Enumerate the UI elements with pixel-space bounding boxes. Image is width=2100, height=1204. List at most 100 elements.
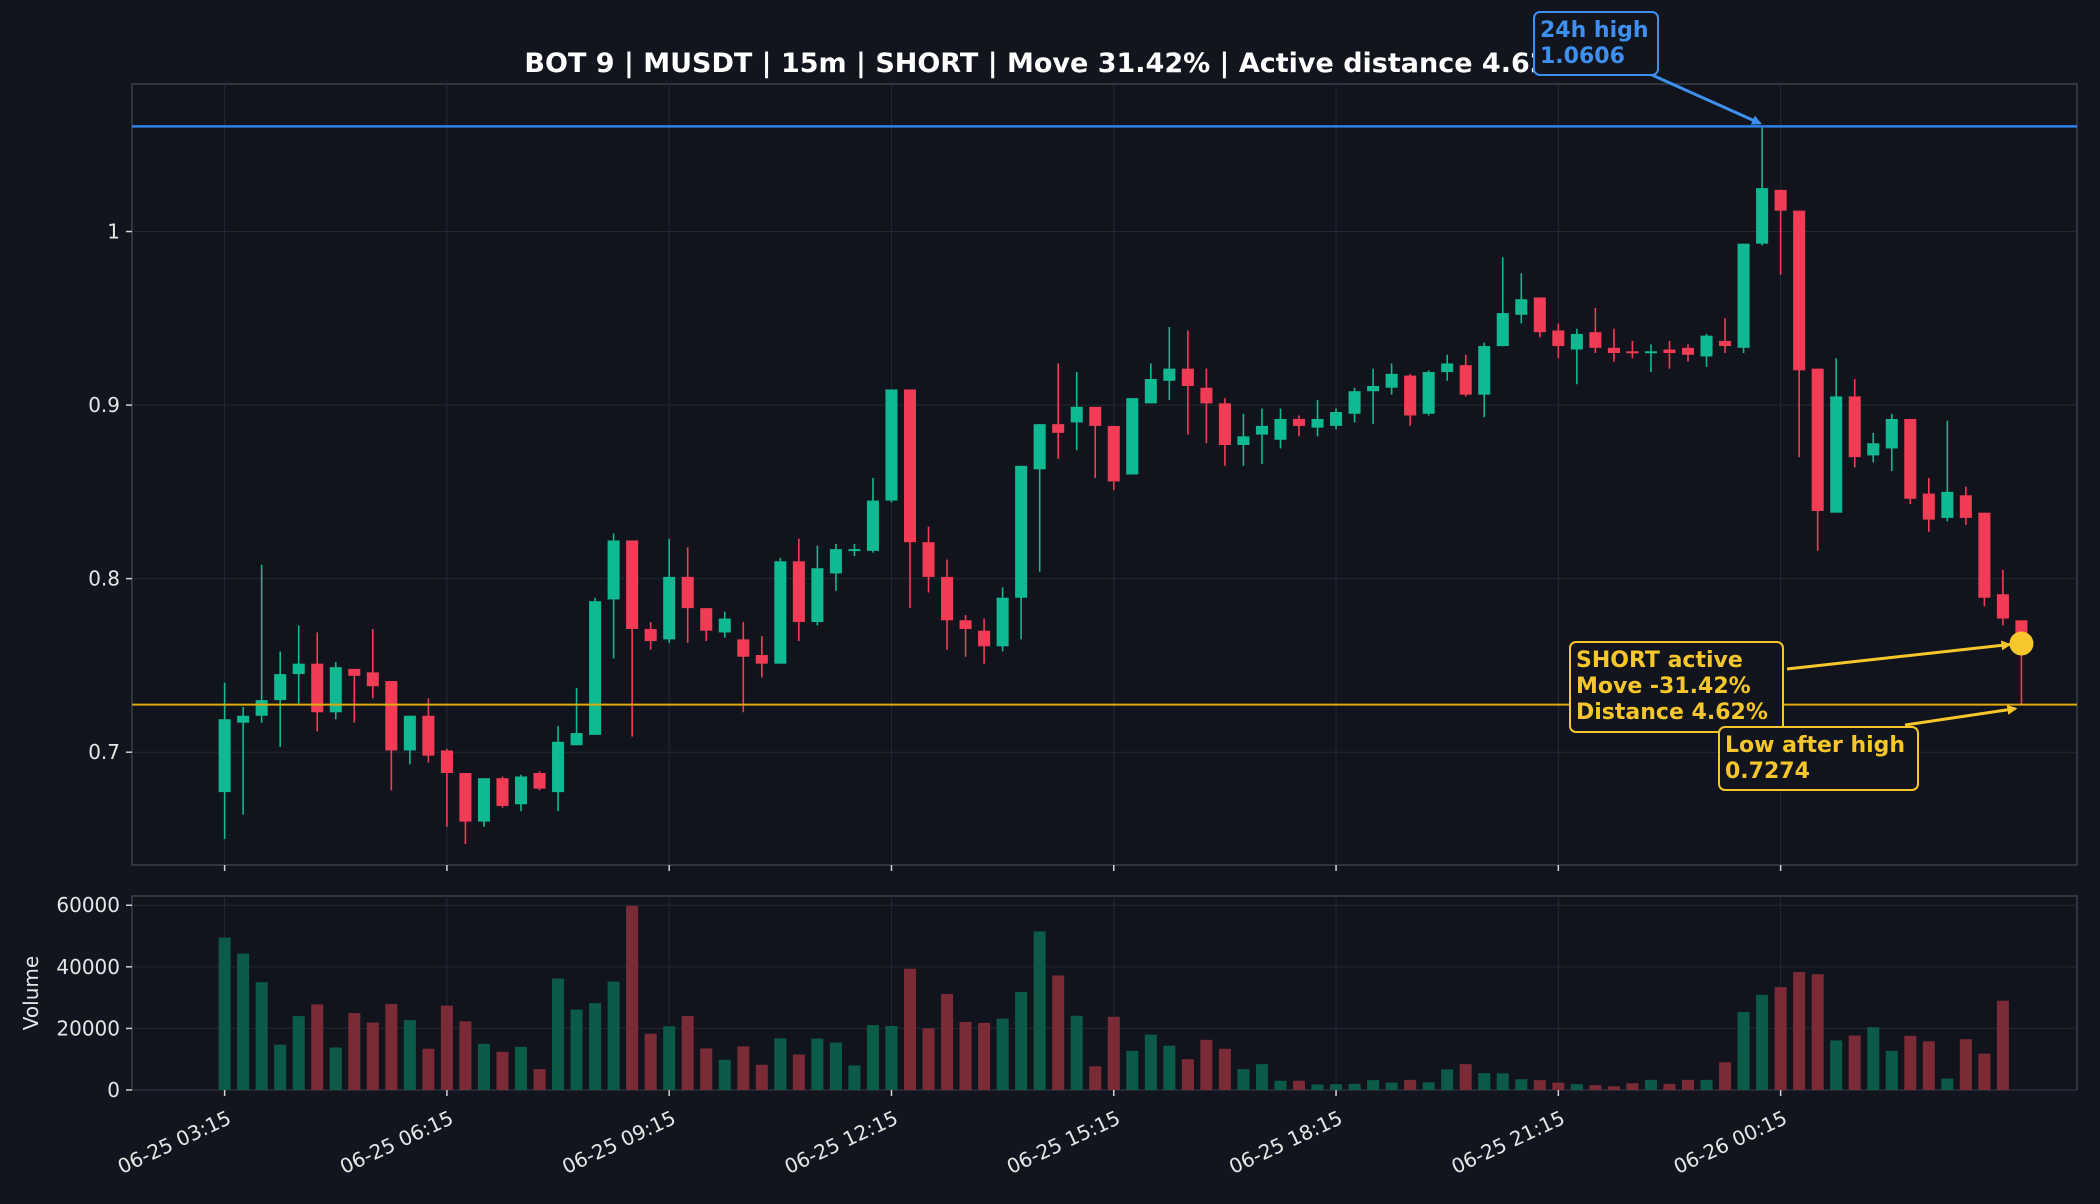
- volume-bar: [1459, 1064, 1472, 1090]
- chart-title: BOT 9 | MUSDT | 15m | SHORT | Move 31.42…: [524, 48, 1575, 79]
- candle-body: [385, 681, 398, 751]
- candle-body: [885, 389, 898, 501]
- high-annotation-arrow: [1651, 73, 1762, 125]
- candle-body: [1811, 368, 1824, 511]
- candle-body: [1663, 349, 1676, 354]
- volume-bar: [811, 1038, 824, 1090]
- volume-bar: [1978, 1053, 1991, 1090]
- volume-bar: [1811, 974, 1824, 1090]
- volume-bar: [885, 1025, 898, 1090]
- volume-bar: [1719, 1062, 1732, 1090]
- volume-bar: [792, 1054, 805, 1090]
- volume-bar: [1867, 1027, 1880, 1090]
- short-annotation-box: [1569, 641, 1784, 733]
- volume-bar: [922, 1028, 935, 1090]
- volume-bar: [996, 1018, 1009, 1090]
- candle-body: [1404, 375, 1417, 416]
- volume-bar: [1237, 1069, 1250, 1090]
- volume-bar: [514, 1046, 528, 1090]
- candle-body: [644, 628, 657, 642]
- price-tick-label: 0.7: [88, 740, 120, 764]
- candle-body: [866, 500, 879, 551]
- candle-body: [237, 715, 250, 723]
- volume-bar: [1089, 1066, 1102, 1090]
- candle-body: [1292, 418, 1306, 426]
- candle-body: [1756, 188, 1769, 244]
- volume-bar: [1737, 1012, 1750, 1090]
- candle-body: [978, 630, 991, 647]
- volume-bar: [1904, 1035, 1917, 1090]
- high-annotation-value: 1.0606: [1540, 44, 1625, 69]
- volume-bar: [1996, 1000, 2009, 1090]
- short-annotation-distance: Distance 4.62%: [1576, 700, 1768, 725]
- candle-body: [1515, 299, 1528, 315]
- volume-bar: [1515, 1079, 1528, 1090]
- candle-body: [1626, 351, 1639, 354]
- volume-bar: [903, 968, 917, 1090]
- candle-body: [496, 778, 509, 806]
- volume-bar: [1663, 1083, 1676, 1090]
- volume-bar: [1348, 1083, 1361, 1090]
- candle-body: [570, 733, 583, 746]
- candle-body: [1589, 332, 1602, 348]
- candle-body: [1737, 243, 1750, 348]
- volume-bar: [959, 1021, 972, 1090]
- candle-body: [959, 620, 972, 629]
- candle-body: [292, 663, 305, 675]
- volume-bar: [459, 1021, 472, 1090]
- price-tick-label: 1: [107, 220, 120, 244]
- volume-bar: [255, 982, 268, 1090]
- candle-body: [1978, 512, 1991, 598]
- volume-bar: [1756, 994, 1769, 1090]
- volume-bar: [941, 993, 954, 1090]
- volume-bar: [589, 1003, 602, 1090]
- candle-body: [1330, 412, 1343, 426]
- volume-bar: [829, 1042, 842, 1090]
- candle-body: [700, 608, 713, 631]
- candle-body: [1478, 346, 1491, 395]
- volume-bar: [1422, 1082, 1435, 1090]
- candle-body: [274, 674, 287, 701]
- volume-bar: [1959, 1039, 1972, 1090]
- volume-bar: [1793, 972, 1806, 1090]
- price-axis: 0.7 0.8 0.9 1: [88, 220, 1782, 871]
- candle-body: [1552, 330, 1565, 347]
- candle-body: [514, 776, 528, 805]
- candle-body: [718, 618, 731, 633]
- candle-body: [1070, 406, 1083, 423]
- volume-bar: [1218, 1048, 1231, 1090]
- candle-body: [1774, 189, 1787, 211]
- short-annotation-move: Move -31.42%: [1576, 674, 1751, 699]
- candle-body: [941, 576, 954, 621]
- current-price-marker: [2009, 631, 2034, 656]
- volume-bar: [1552, 1082, 1565, 1090]
- volume-bar: [292, 1016, 305, 1090]
- candle-body: [589, 601, 602, 735]
- candle-body: [1200, 387, 1213, 404]
- volume-bar: [1496, 1073, 1509, 1090]
- volume-bar: [366, 1022, 379, 1090]
- volume-bar: [718, 1059, 731, 1090]
- volume-bar: [866, 1025, 879, 1090]
- candle-body: [1496, 313, 1509, 347]
- volume-tick-label: 20000: [56, 1016, 120, 1040]
- candle-body: [1274, 418, 1287, 440]
- volume-bar: [496, 1051, 509, 1090]
- candle-body: [811, 568, 824, 623]
- candle-body: [552, 741, 565, 793]
- volume-tick-label: 40000: [56, 955, 120, 979]
- volume-bar: [607, 981, 620, 1090]
- candle-body: [218, 719, 231, 793]
- volume-grid: [132, 896, 2077, 1091]
- volume-bar: [1885, 1050, 1898, 1090]
- volume-bar: [1941, 1078, 1954, 1090]
- volume-bar: [663, 1026, 676, 1090]
- candle-body: [1015, 465, 1028, 598]
- volume-bar: [737, 1046, 750, 1090]
- candle-body: [1644, 351, 1657, 354]
- volume-bar: [1274, 1080, 1287, 1090]
- candle-body: [903, 389, 917, 543]
- volume-bar: [1367, 1080, 1380, 1090]
- candle-body: [422, 715, 435, 756]
